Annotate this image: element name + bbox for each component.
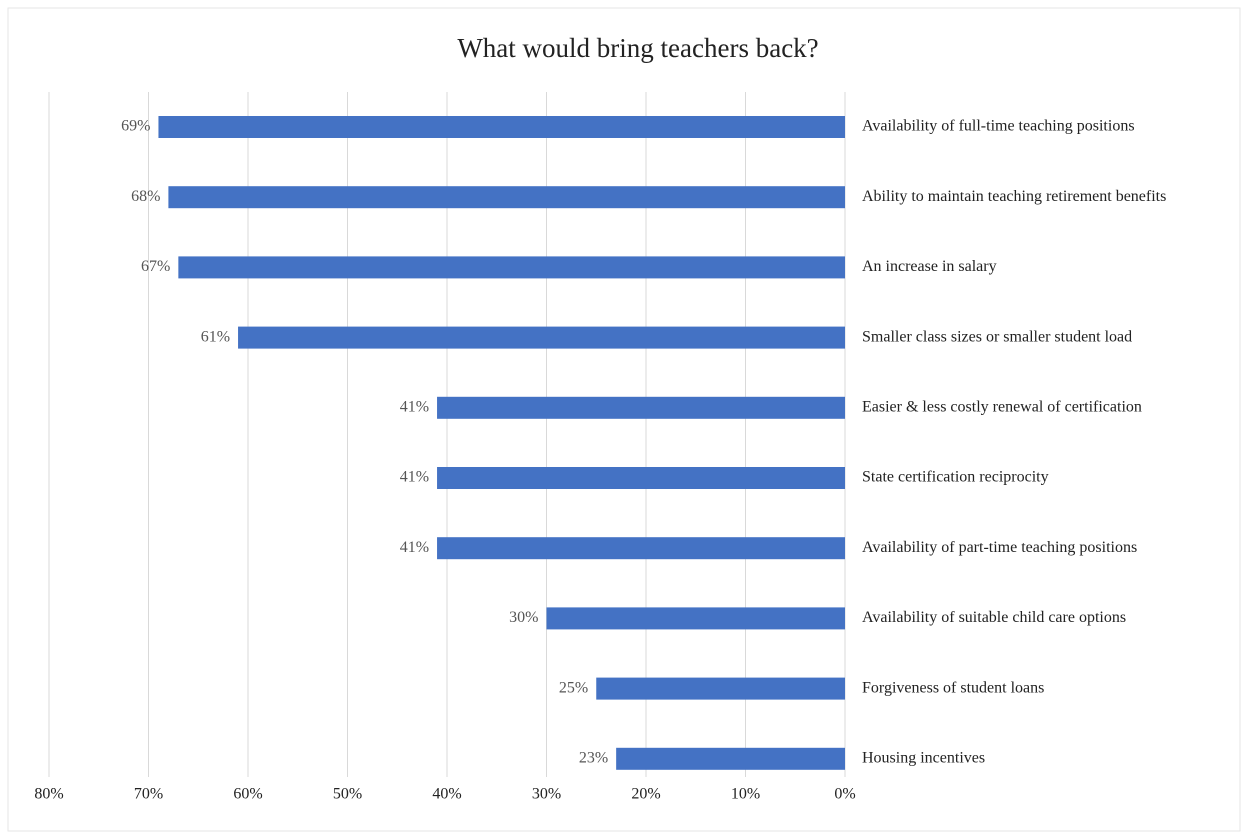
category-label: Availability of part-time teaching posit… [862, 539, 1137, 556]
bar-value-label: 23% [579, 749, 608, 766]
category-label: Availability of full-time teaching posit… [862, 118, 1135, 135]
bar-value-label: 68% [131, 188, 160, 205]
bar-value-label: 61% [201, 328, 230, 345]
data-labels: 69% 68% 67% 61% 41% 41% 41% 30% 25% 23% [121, 118, 608, 767]
bar-value-label: 67% [141, 258, 170, 275]
bar [178, 256, 846, 279]
x-tick-label: 20% [631, 786, 660, 803]
bar [437, 396, 845, 419]
x-tick-label: 30% [532, 786, 561, 803]
x-tick-label: 80% [34, 786, 63, 803]
category-label: An increase in salary [862, 258, 997, 275]
category-label: State certification reciprocity [862, 469, 1049, 486]
category-label: Forgiveness of student loans [862, 679, 1044, 696]
bar [437, 467, 845, 489]
bar [238, 326, 846, 349]
x-tick-label: 70% [134, 786, 163, 803]
category-label: Housing incentives [862, 749, 985, 766]
bar-value-label: 25% [559, 679, 588, 696]
bar-value-label: 41% [400, 398, 429, 415]
bar [616, 747, 845, 770]
x-tick-label: 40% [432, 786, 461, 803]
bar [168, 186, 845, 209]
bar-value-label: 41% [400, 539, 429, 556]
category-label: Smaller class sizes or smaller student l… [862, 328, 1132, 345]
bar [596, 677, 845, 700]
x-tick-label: 50% [333, 786, 362, 803]
bar-value-label: 69% [121, 118, 150, 135]
category-label: Ability to maintain teaching retirement … [862, 188, 1166, 205]
bar-value-label: 41% [400, 469, 429, 486]
bar [437, 537, 845, 560]
chart-title: What would bring teachers back? [457, 33, 818, 63]
category-label: Availability of suitable child care opti… [862, 609, 1126, 626]
bar [158, 116, 845, 138]
x-tick-label: 10% [731, 786, 760, 803]
x-tick-label: 0% [834, 786, 855, 803]
bar [546, 607, 845, 630]
bars [158, 116, 846, 770]
category-label: Easier & less costly renewal of certific… [862, 398, 1142, 415]
x-tick-label: 60% [233, 786, 262, 803]
x-tick-labels: 80% 70% 60% 50% 40% 30% 20% 10% 0% [34, 786, 855, 803]
bar-value-label: 30% [509, 609, 538, 626]
category-labels: Availability of full-time teaching posit… [862, 118, 1166, 767]
